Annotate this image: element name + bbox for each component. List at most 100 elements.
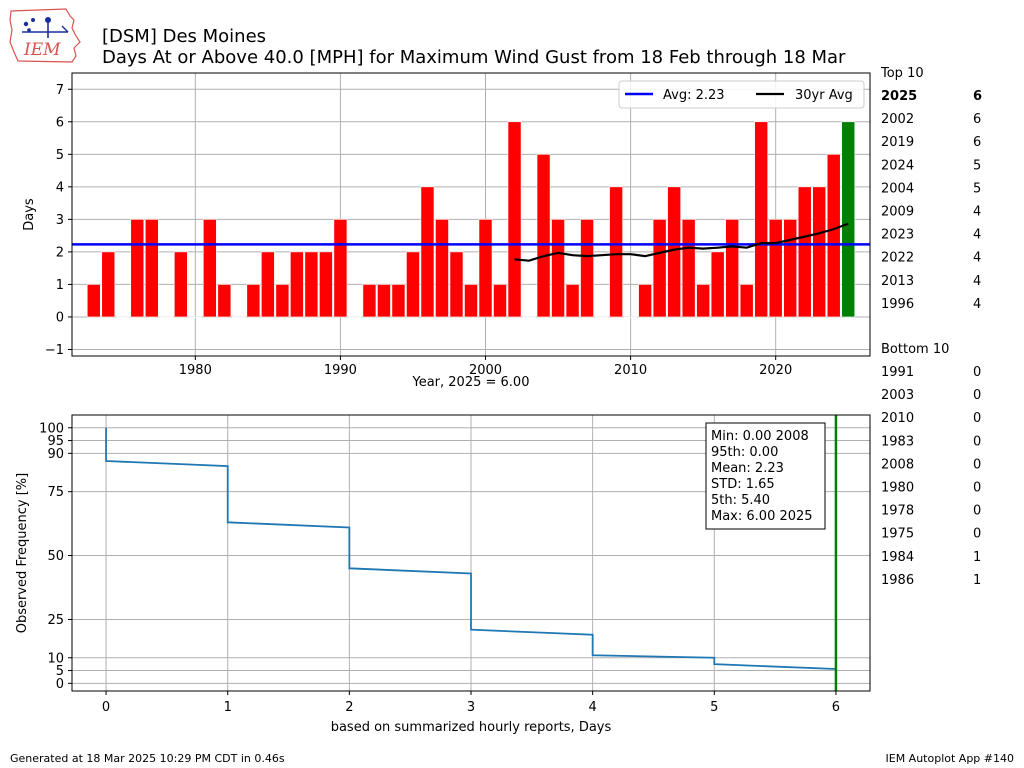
bar-1975 bbox=[115, 316, 130, 318]
top10-year: 1996 bbox=[881, 297, 914, 312]
bar-1977 bbox=[144, 219, 159, 318]
bar-2000 bbox=[478, 219, 493, 318]
stats-box-frame bbox=[705, 422, 826, 530]
y-tick-label: 25 bbox=[47, 613, 64, 628]
y-tick-label: 0 bbox=[56, 310, 64, 325]
chart-title: [DSM] Des Moines bbox=[102, 26, 267, 47]
bar-2016 bbox=[710, 251, 725, 318]
bar-1980 bbox=[188, 316, 203, 318]
bar-1995 bbox=[406, 251, 420, 318]
bottom10-year: 1991 bbox=[881, 365, 914, 380]
y-tick-label: 100 bbox=[39, 421, 64, 436]
top10-value: 4 bbox=[973, 251, 981, 266]
rankings-panel: Top 10 2025 6 2002 6 2019 6 2024 5 2004 5 2009 4 2023… bbox=[880, 66, 982, 588]
top10-year: 2022 bbox=[881, 251, 914, 266]
bar-2020 bbox=[768, 219, 783, 318]
y-tick-label: 90 bbox=[47, 447, 64, 462]
bar-2004 bbox=[536, 154, 551, 318]
top10-value: 4 bbox=[973, 274, 981, 289]
plot-frame bbox=[71, 72, 871, 357]
bar-1983 bbox=[232, 316, 246, 318]
bottom10-value: 0 bbox=[973, 365, 981, 380]
top10-title: Top 10 bbox=[880, 66, 924, 81]
bottom10-value: 0 bbox=[973, 434, 981, 449]
bar-2007 bbox=[580, 219, 594, 318]
bar-1982 bbox=[217, 284, 232, 318]
avg30-line bbox=[514, 222, 849, 262]
x-tick-label: 2010 bbox=[614, 363, 647, 378]
y-tick-label: 5 bbox=[56, 148, 64, 163]
top10-year: 2025 bbox=[881, 89, 917, 104]
top10-value: 4 bbox=[973, 297, 981, 312]
x-tick-label: 3 bbox=[467, 700, 475, 715]
bar-2014 bbox=[681, 219, 696, 318]
bottom10-year: 2008 bbox=[881, 457, 914, 472]
bottom10-title: Bottom 10 bbox=[881, 342, 949, 357]
logo-text: IEM bbox=[23, 40, 61, 60]
bar-2023 bbox=[812, 186, 827, 318]
x-tick-label: 2020 bbox=[759, 363, 792, 378]
top10-year: 2019 bbox=[881, 135, 914, 150]
top10-year: 2023 bbox=[881, 228, 914, 243]
stats-line: Mean: 2.23 bbox=[711, 461, 784, 476]
legend-avg30-label: 30yr Avg bbox=[795, 88, 853, 103]
bar-2022 bbox=[797, 186, 812, 318]
y-axis-label: Days bbox=[22, 198, 37, 231]
bar-2011 bbox=[638, 284, 652, 318]
x-tick-label: 2 bbox=[345, 700, 353, 715]
y-axis-label: Observed Frequency [%] bbox=[15, 473, 30, 633]
y-tick-label: 1 bbox=[56, 278, 64, 293]
bottom10-value: 0 bbox=[973, 504, 981, 519]
bar-1999 bbox=[464, 284, 478, 318]
chart-subtitle: Days At or Above 40.0 [MPH] for Maximum … bbox=[102, 47, 846, 68]
bar-1985 bbox=[261, 251, 275, 318]
bottom10-value: 0 bbox=[973, 457, 981, 472]
x-tick-label: 1 bbox=[224, 700, 232, 715]
top10-value: 4 bbox=[973, 228, 981, 243]
footer-app: IEM Autoplot App #140 bbox=[885, 752, 1015, 765]
top10-year: 2024 bbox=[881, 158, 914, 173]
footer-generated: Generated at 18 Mar 2025 10:29 PM CDT in… bbox=[10, 752, 285, 765]
bar-1986 bbox=[275, 284, 290, 318]
stats-line: Min: 0.00 2008 bbox=[711, 429, 809, 444]
bottom10-value: 1 bbox=[973, 573, 981, 588]
bottom10-year: 2010 bbox=[881, 411, 914, 426]
bar-2012 bbox=[652, 219, 667, 318]
y-tick-label: 6 bbox=[56, 115, 64, 130]
x-tick-label: 0 bbox=[102, 700, 110, 715]
bottom10-value: 0 bbox=[973, 388, 981, 403]
legend: Avg: 2.23 30yr Avg bbox=[618, 80, 865, 109]
legend-box bbox=[618, 80, 865, 109]
bar-1997 bbox=[435, 219, 449, 318]
bar-1973 bbox=[86, 284, 101, 318]
y-tick-label: 3 bbox=[56, 213, 64, 228]
bottom10-value: 1 bbox=[973, 550, 981, 565]
bar-2021 bbox=[783, 219, 798, 318]
y-tick-label: 7 bbox=[56, 83, 64, 98]
bar-chart: 1980 1990 2000 2010 2020 −1 0 1 2 3 4 5 6 7 Year, 2025… bbox=[22, 72, 871, 390]
legend-avg-label: Avg: 2.23 bbox=[663, 88, 725, 103]
bar-1981 bbox=[203, 219, 217, 318]
top10-year: 2002 bbox=[881, 112, 914, 127]
bar-2009 bbox=[609, 186, 623, 318]
bar-1984 bbox=[246, 284, 261, 318]
top10-value: 5 bbox=[973, 181, 981, 196]
bottom10-value: 0 bbox=[973, 481, 981, 496]
y-tick-label: 75 bbox=[47, 485, 64, 500]
bar-2003 bbox=[522, 316, 536, 318]
stats-line: 95th: 0.00 bbox=[711, 445, 778, 460]
bottom10-year: 1986 bbox=[881, 573, 914, 588]
bar-2002 bbox=[507, 121, 522, 318]
bottom10-year: 1975 bbox=[881, 527, 914, 542]
y-tick-label: 95 bbox=[47, 434, 64, 449]
bar-1996 bbox=[420, 186, 435, 318]
bar-2013 bbox=[667, 186, 681, 318]
bar-1993 bbox=[377, 284, 391, 318]
bottom10-value: 0 bbox=[973, 527, 981, 542]
bar-2017 bbox=[725, 219, 739, 318]
x-tick-label: 4 bbox=[589, 700, 597, 715]
top10-year: 2013 bbox=[881, 274, 914, 289]
bottom10-year: 1983 bbox=[881, 434, 914, 449]
bar-1991 bbox=[348, 316, 362, 318]
x-tick-label: 6 bbox=[832, 700, 840, 715]
